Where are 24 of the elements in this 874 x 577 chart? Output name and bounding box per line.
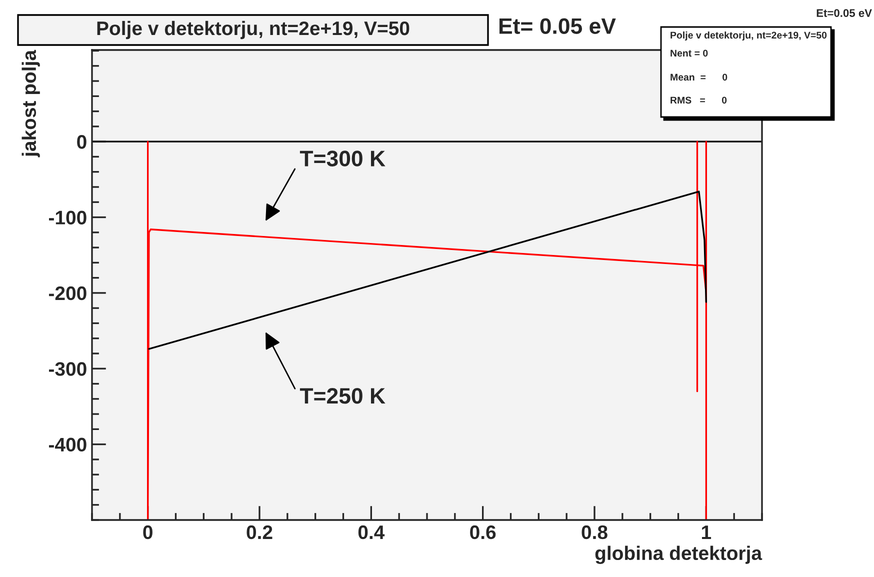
y-tick-label: -200 [48,286,86,300]
line-series [147,140,707,520]
line-series [148,190,707,350]
x-tick-label: 0 [143,525,152,540]
x-tick-label: 0.8 [582,525,608,540]
text: Et=0.05 eV [816,9,872,17]
x-tick-label: 1 [702,526,712,539]
y-tick-label: 0 [77,135,86,149]
annotation: RMS = 0 [670,96,727,104]
text: Polje v detektorju, nt=2e+19, V=50 [670,31,827,41]
y-axis-title: jakost polja [22,50,40,158]
y-tick-label: -400 [48,438,86,452]
chart-title: Polje v detektorju, nt=2e+19, V=50 [97,20,410,40]
x-tick-label: 0.2 [246,525,272,540]
y-tick-label: -300 [48,362,86,376]
chart-subtitle: Et= 0.05 eV [499,18,616,34]
y-tick-label: -100 [48,210,86,224]
annotation: Nent = 0 [670,50,708,57]
x-tick-label: 0.6 [470,525,496,540]
x-axis-title: globina detektorja [595,546,762,564]
annotation: T=250 K [300,388,386,404]
x-tick-label: 0.4 [358,525,385,540]
annotation: Mean = 0 [670,74,728,81]
annotation: T=300 K [300,150,386,166]
